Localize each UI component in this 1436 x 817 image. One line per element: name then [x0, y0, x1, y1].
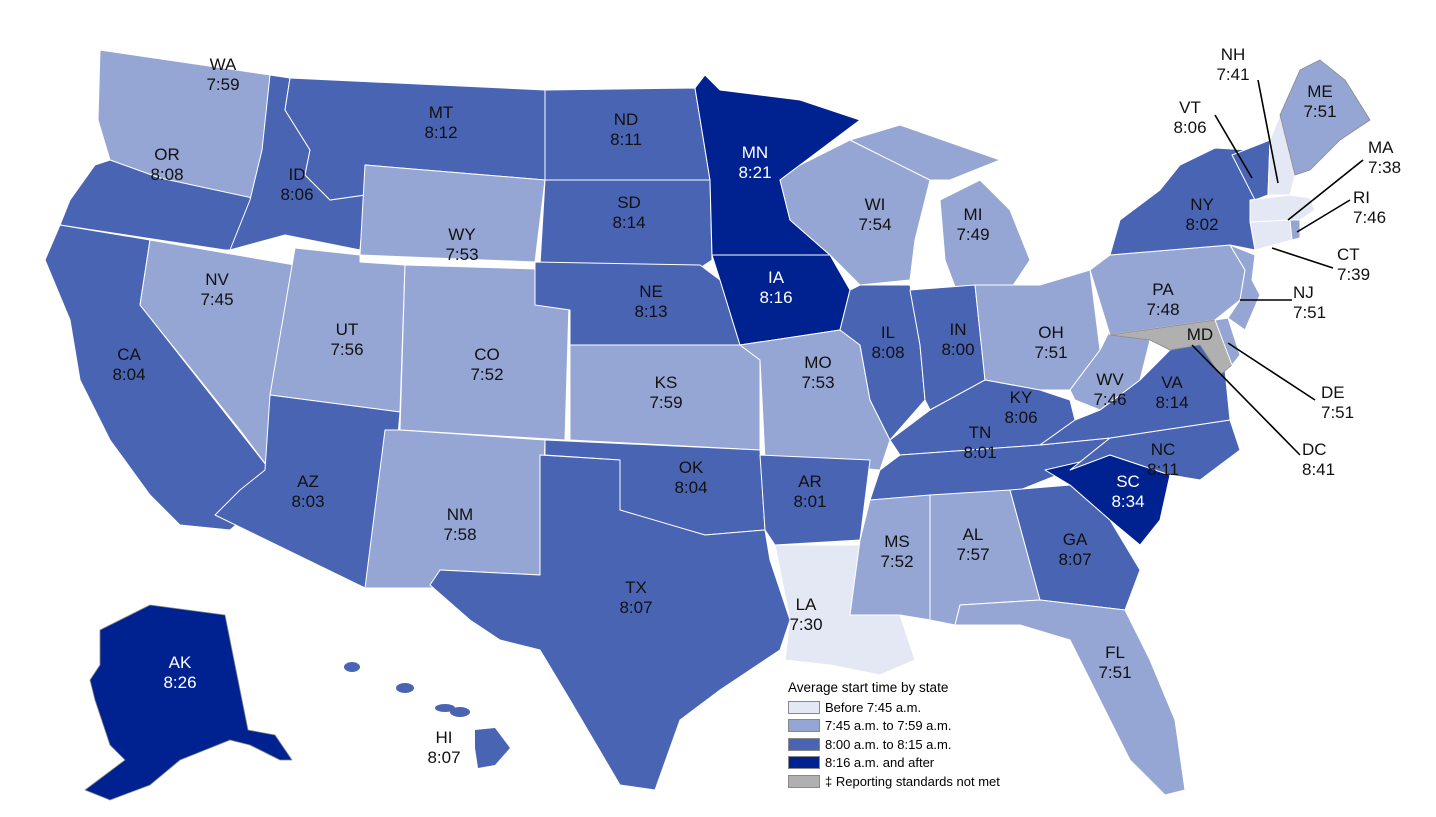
state-RI [1289, 219, 1301, 241]
label-RI: RI 7:46 [1353, 188, 1387, 227]
legend-item: 8:00 a.m. to 8:15 a.m. [788, 735, 1000, 754]
label-MA: MA 7:38 [1368, 138, 1402, 177]
label-FL: FL 7:51 [1098, 643, 1132, 682]
label-KY: KY 8:06 [1004, 388, 1038, 427]
state-ME [1279, 59, 1371, 176]
state-CT [1249, 219, 1293, 251]
label-OR: OR 8:08 [150, 145, 184, 184]
label-NV: NV 7:45 [200, 270, 234, 309]
state-TX [429, 454, 791, 791]
label-KS: KS 7:59 [649, 373, 683, 412]
label-OH: OH 7:51 [1034, 323, 1068, 362]
legend-item: ‡ Reporting standards not met [788, 772, 1000, 791]
state-MI [849, 124, 1031, 301]
state-NY [1109, 147, 1256, 256]
legend-title: Average start time by state [788, 680, 949, 695]
state-NJ [1227, 244, 1261, 331]
state-HI-island [450, 707, 470, 717]
label-MN: MN 8:21 [738, 143, 772, 182]
legend-swatch [788, 737, 820, 751]
label-CT: CT 7:39 [1337, 245, 1371, 284]
state-HI-island [396, 683, 414, 693]
label-NY: NY 8:02 [1185, 195, 1219, 234]
label-GA: GA 8:07 [1058, 530, 1092, 569]
label-CO: CO 7:52 [470, 345, 504, 384]
label-NH: NH 7:41 [1216, 45, 1250, 84]
label-SD: SD 8:14 [612, 193, 646, 232]
label-UT: UT 7:56 [330, 320, 364, 359]
legend-item: 8:16 a.m. and after [788, 754, 1000, 773]
legend-swatch [788, 719, 820, 733]
label-AR: AR 8:01 [793, 472, 827, 511]
label-IN: IN 8:00 [941, 320, 975, 359]
label-ME: ME 7:51 [1303, 82, 1337, 121]
state-MA [1249, 194, 1316, 223]
legend-item: 7:45 a.m. to 7:59 a.m. [788, 717, 1000, 736]
state-HI-island [344, 662, 360, 672]
legend-swatch [788, 756, 820, 770]
legend-swatch [788, 700, 820, 714]
label-MD: MD [1186, 325, 1214, 344]
label-AK: AK 8:26 [163, 653, 197, 692]
label-IL: IL 8:08 [871, 323, 905, 362]
label-IA: IA 8:16 [759, 268, 793, 307]
legend-item: Before 7:45 a.m. [788, 698, 1000, 717]
label-TX: TX 8:07 [619, 578, 653, 617]
label-OK: OK 8:04 [674, 458, 708, 497]
label-NM: NM 7:58 [443, 505, 477, 544]
state-AK [84, 604, 293, 801]
label-WA: WA 7:59 [206, 55, 240, 94]
map-legend: Average start time by state Before 7:45 … [788, 680, 1000, 791]
label-WY: WY 7:53 [445, 225, 479, 264]
state-NH [1267, 114, 1296, 196]
label-AZ: AZ 8:03 [291, 472, 325, 511]
label-MO: MO 7:53 [801, 353, 835, 392]
state-CO [399, 264, 571, 441]
label-NJ: NJ 7:51 [1293, 283, 1327, 322]
label-LA: LA 7:30 [789, 595, 823, 634]
state-NV [139, 239, 296, 471]
state-AR [759, 454, 871, 546]
label-VA: VA 8:14 [1155, 373, 1189, 412]
label-MT: MT 8:12 [424, 103, 458, 142]
label-TN: TN 8:01 [963, 423, 997, 462]
label-HI: HI 8:07 [427, 728, 461, 767]
label-WV: WV 7:46 [1093, 370, 1127, 409]
label-AL: AL 7:57 [956, 525, 990, 564]
label-CA: CA 8:04 [112, 345, 146, 384]
label-PA: PA 7:48 [1146, 280, 1180, 319]
state-HI-big-island [475, 728, 510, 768]
label-WI: WI 7:54 [858, 195, 892, 234]
legend-swatch [788, 774, 820, 788]
label-ND: ND 8:11 [610, 110, 642, 149]
state-FL [954, 599, 1186, 796]
state-DE [1214, 317, 1241, 366]
label-VT: VT 8:06 [1173, 98, 1207, 137]
label-NC: NC 8:11 [1147, 440, 1179, 479]
leader-lines [1191, 79, 1364, 456]
label-ID: ID 8:06 [280, 165, 314, 204]
state-WV [1069, 329, 1151, 411]
state-OR [59, 159, 263, 251]
state-SD [539, 179, 713, 269]
label-SC: SC 8:34 [1111, 472, 1145, 511]
label-NE: NE 8:13 [634, 282, 668, 321]
label-MS: MS 7:52 [880, 532, 914, 571]
label-MI: MI 7:49 [956, 205, 990, 244]
state-HI-island [435, 704, 455, 712]
label-DC: DC 8:41 [1302, 440, 1336, 479]
label-DE: DE 7:51 [1321, 383, 1355, 422]
state-KS [569, 344, 761, 451]
